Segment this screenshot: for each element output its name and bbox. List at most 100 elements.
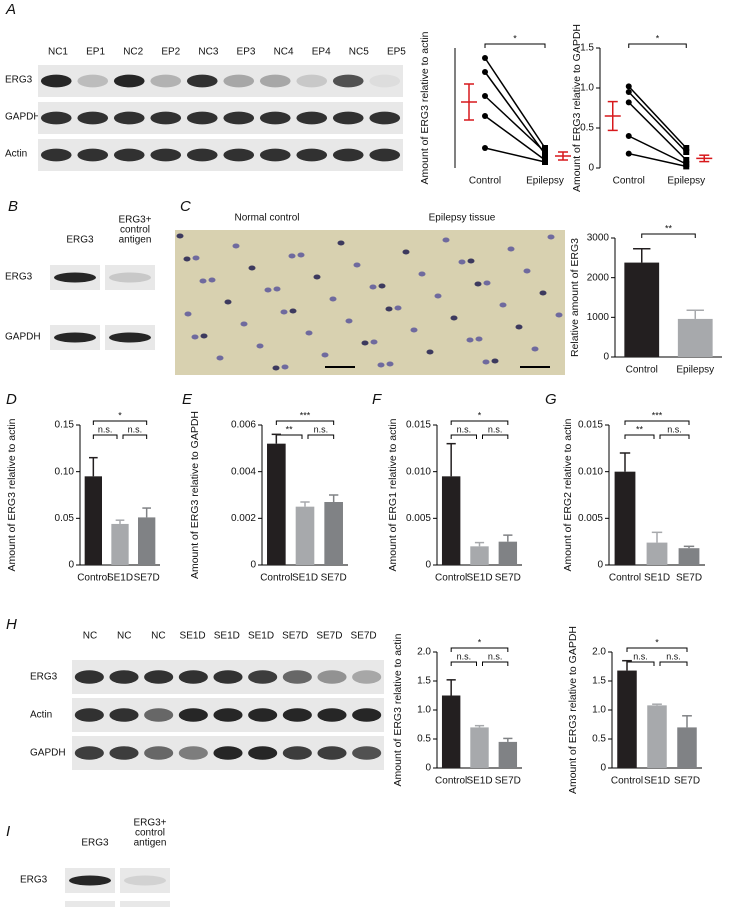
point (482, 113, 488, 119)
cell (361, 340, 369, 346)
image-caption: Normal control (234, 213, 299, 224)
significance-bracket (450, 661, 477, 666)
panel-label: G (545, 391, 557, 408)
panel-label: D (6, 391, 17, 408)
y-tick-label: 3000 (587, 233, 610, 244)
significance-bracket (626, 661, 655, 666)
cell (313, 274, 321, 280)
y-axis-label: Amount of ERG3 relative to GAPDH (571, 24, 583, 192)
bar (470, 546, 489, 565)
x-tick-label: SE1D (644, 573, 670, 584)
blot-band (369, 148, 401, 162)
significance-label: * (656, 33, 660, 43)
y-tick-label: 0.5 (592, 734, 606, 745)
blot-band (332, 111, 364, 125)
cell (467, 258, 475, 264)
y-tick-label: 2000 (587, 272, 610, 283)
row-label: ERG3 (20, 875, 48, 886)
y-tick-label: 0.005 (406, 513, 431, 524)
cell (176, 233, 184, 239)
lane-label: SE7D (351, 631, 377, 642)
row-label: Actin (30, 710, 52, 721)
paired-line (484, 95, 546, 153)
point (683, 163, 690, 170)
blot-band (124, 875, 166, 886)
point (542, 149, 548, 155)
x-tick-label: SE1D (466, 776, 492, 787)
blot-band (54, 272, 96, 283)
cell (531, 346, 539, 352)
blot-band (282, 746, 312, 760)
cell (272, 365, 280, 371)
blot-band (69, 875, 111, 886)
cell (369, 284, 377, 290)
lane-label: SE7D (316, 631, 342, 642)
bar (677, 318, 713, 357)
cell (370, 339, 378, 345)
blot-band (248, 670, 278, 684)
column-header: ERG3 (81, 838, 109, 849)
bar (441, 476, 461, 565)
column-header: antigen (134, 838, 167, 849)
blot-membrane (120, 868, 170, 893)
point (482, 55, 488, 61)
point (625, 99, 632, 106)
cell (475, 336, 483, 342)
y-axis-label: Amount of ERG3 relative to GAPDH (567, 626, 579, 794)
row-label: GAPDH (5, 112, 41, 123)
blot-band (259, 148, 291, 162)
blot-band (259, 74, 291, 88)
blot-band (74, 670, 104, 684)
bar (441, 695, 461, 768)
y-tick-label: 1.5 (592, 676, 606, 687)
cell (523, 268, 531, 274)
cell (184, 311, 192, 317)
significance-label: n.s. (314, 424, 329, 434)
row-label: GAPDH (30, 748, 66, 759)
significance-bracket (626, 647, 688, 652)
significance-label: * (118, 410, 122, 420)
blot-band (109, 332, 151, 343)
y-tick-label: 2.0 (417, 647, 431, 658)
cell (483, 280, 491, 286)
significance-label: n.s. (488, 424, 503, 434)
x-tick-label: Control (260, 573, 292, 584)
cell (539, 290, 547, 296)
blot-band (144, 708, 174, 722)
lane-label: NC3 (198, 47, 218, 58)
cell (474, 281, 482, 287)
blot-band (77, 74, 109, 88)
x-tick-label: Control (77, 573, 109, 584)
significance-bracket (450, 434, 477, 439)
y-tick-label: 0.010 (406, 466, 431, 477)
lane-label: SE1D (248, 631, 274, 642)
cell (329, 296, 337, 302)
bar (624, 262, 660, 357)
significance-label: * (478, 637, 482, 647)
blot-band (369, 111, 401, 125)
lane-label: NC5 (349, 47, 369, 58)
cell (515, 324, 523, 330)
bar (111, 523, 129, 565)
y-tick-label: 0 (425, 560, 431, 571)
y-axis-label: Amount of ERG3 relative to actin (392, 633, 404, 786)
row-label: Actin (5, 149, 27, 160)
y-tick-label: 0.004 (231, 466, 256, 477)
cell (232, 243, 240, 249)
blot-band (223, 148, 255, 162)
cell (394, 305, 402, 311)
y-axis-label: Amount of ERG3 relative to actin (419, 31, 431, 184)
x-tick-label: Control (435, 573, 467, 584)
y-tick-label: 2.0 (592, 647, 606, 658)
significance-bracket (484, 43, 546, 48)
blot-band (113, 111, 145, 125)
bar (295, 506, 315, 565)
cell (183, 256, 191, 262)
cell (410, 327, 418, 333)
lane-label: EP3 (237, 47, 256, 58)
blot-band (113, 148, 145, 162)
lane-label: EP5 (387, 47, 406, 58)
column-header: ERG3 (66, 235, 94, 246)
blot-band (317, 670, 347, 684)
blot-band (74, 746, 104, 760)
